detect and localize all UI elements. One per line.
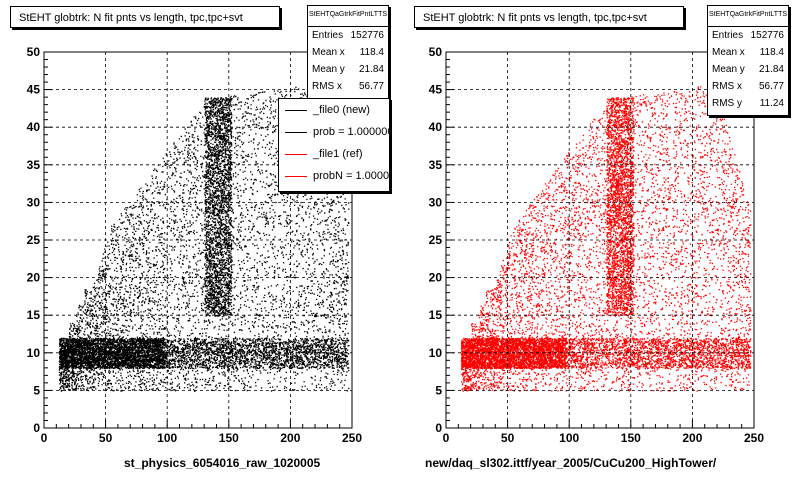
left-y-tick-label: 45 xyxy=(27,83,41,97)
legend-swatch xyxy=(285,132,307,133)
right-scatter-points xyxy=(460,85,752,392)
legend-entry: _file1 (ref) xyxy=(279,143,389,165)
right-stats-row: RMS x 56.77 xyxy=(708,78,788,95)
right-stats-label: RMS y xyxy=(712,98,742,109)
legend-swatch xyxy=(285,110,307,111)
left-x-tick-label: 100 xyxy=(157,431,177,445)
legend-label: prob = 1.000000 xyxy=(313,126,390,138)
left-scatter-points xyxy=(58,86,350,392)
left-y-tick-label: 35 xyxy=(27,158,41,172)
right-y-tick-label: 10 xyxy=(429,346,443,360)
right-x-tick-label: 0 xyxy=(443,431,450,445)
left-y-tick-label: 40 xyxy=(27,120,41,134)
left-stats-value: 118.4 xyxy=(359,47,384,58)
legend-entry: _file0 (new) xyxy=(279,99,389,121)
right-stats-value: 118.4 xyxy=(759,47,784,58)
left-y-tick-label: 5 xyxy=(33,383,40,397)
right-x-tick-label: 150 xyxy=(621,431,641,445)
right-stats-row: Mean x 118.4 xyxy=(708,44,788,61)
left-stats-row: RMS x 56.77 xyxy=(308,78,388,95)
right-y-tick-label: 40 xyxy=(429,120,443,134)
legend-label: _file1 (ref) xyxy=(313,148,363,160)
right-stats-name: StEHTQaGtrkFitPntLTTS xyxy=(708,6,788,27)
right-title-box: StEHT globtrk: N fit pnts vs length, tpc… xyxy=(414,6,684,28)
right-x-tick-label: 200 xyxy=(682,431,702,445)
right-y-tick-label: 35 xyxy=(429,158,443,172)
right-stats-row: Entries 152776 xyxy=(708,27,788,44)
right-stats-row: Mean y 21.84 xyxy=(708,61,788,78)
right-y-tick-label: 5 xyxy=(435,383,442,397)
right-x-tick-label: 100 xyxy=(559,431,579,445)
right-y-tick-label: 30 xyxy=(429,195,443,209)
legend-swatch xyxy=(285,176,307,177)
right-stats-value: 21.84 xyxy=(758,64,784,75)
right-stats-label: Mean y xyxy=(712,64,745,75)
left-stats-value: 152776 xyxy=(350,30,384,41)
left-y-tick-label: 10 xyxy=(27,346,41,360)
right-stats-label: RMS x xyxy=(712,81,742,92)
right-x-tick-label: 250 xyxy=(744,431,764,445)
right-title: StEHT globtrk: N fit pnts vs length, tpc… xyxy=(423,12,647,24)
legend-label: probN = 1.000000 xyxy=(313,170,390,182)
left-x-tick-label: 50 xyxy=(99,431,113,445)
legend-entry: prob = 1.000000 xyxy=(279,121,389,143)
legend-entry: probN = 1.000000 xyxy=(279,165,389,187)
right-stats-label: Entries xyxy=(712,30,744,41)
legend-label: _file0 (new) xyxy=(313,104,370,116)
right-y-tick-label: 15 xyxy=(429,308,443,322)
right-stats-box: StEHTQaGtrkFitPntLTTS Entries 152776 Mean… xyxy=(707,5,789,116)
legend-swatch xyxy=(285,154,307,155)
right-y-tick-label: 45 xyxy=(429,83,443,97)
left-stats-name: StEHTQaGtrkFitPntLTTS xyxy=(308,6,388,27)
legend-box: _file0 (new) prob = 1.000000 _file1 (ref… xyxy=(278,98,390,192)
left-stats-label: Mean y xyxy=(312,64,345,75)
right-stats-value: 11.24 xyxy=(759,98,784,109)
left-y-tick-label: 15 xyxy=(27,308,41,322)
left-x-tick-label: 0 xyxy=(41,431,48,445)
left-x-tick-label: 200 xyxy=(280,431,300,445)
left-stats-label: Entries xyxy=(312,30,344,41)
right-y-tick-label: 25 xyxy=(429,233,443,247)
left-y-tick-label: 25 xyxy=(27,233,41,247)
left-y-tick-label: 0 xyxy=(33,421,40,435)
right-x-tick-label: 50 xyxy=(501,431,515,445)
right-stats-row: RMS y 11.24 xyxy=(708,95,788,112)
left-stats-box: StEHTQaGtrkFitPntLTTS Entries 152776 Mean… xyxy=(307,5,389,99)
right-y-tick-label: 20 xyxy=(429,271,443,285)
left-stats-value: 21.84 xyxy=(358,64,384,75)
left-y-tick-label: 50 xyxy=(27,45,41,59)
right-stats-value: 152776 xyxy=(750,30,784,41)
left-title: StEHT globtrk: N fit pnts vs length, tpc… xyxy=(19,12,243,24)
left-y-tick-label: 20 xyxy=(27,271,41,285)
left-title-box: StEHT globtrk: N fit pnts vs length, tpc… xyxy=(10,6,280,28)
right-y-tick-label: 50 xyxy=(429,45,443,59)
left-y-tick-label: 30 xyxy=(27,195,41,209)
left-x-tick-label: 150 xyxy=(219,431,239,445)
left-stats-label: RMS x xyxy=(312,81,342,92)
left-x-tick-label: 250 xyxy=(342,431,362,445)
right-stats-label: Mean x xyxy=(712,47,745,58)
left-stats-row: Mean y 21.84 xyxy=(308,61,388,78)
left-stats-label: Mean x xyxy=(312,47,345,58)
left-x-axis-label: st_physics_6054016_raw_1020005 xyxy=(124,456,321,470)
right-x-axis-label: new/daq_sl302.ittf/year_2005/CuCu200_Hig… xyxy=(425,456,717,470)
right-stats-value: 56.77 xyxy=(758,81,784,92)
left-stats-row: Mean x 118.4 xyxy=(308,44,388,61)
right-y-tick-label: 0 xyxy=(435,421,442,435)
left-stats-row: Entries 152776 xyxy=(308,27,388,44)
left-stats-value: 56.77 xyxy=(358,81,384,92)
